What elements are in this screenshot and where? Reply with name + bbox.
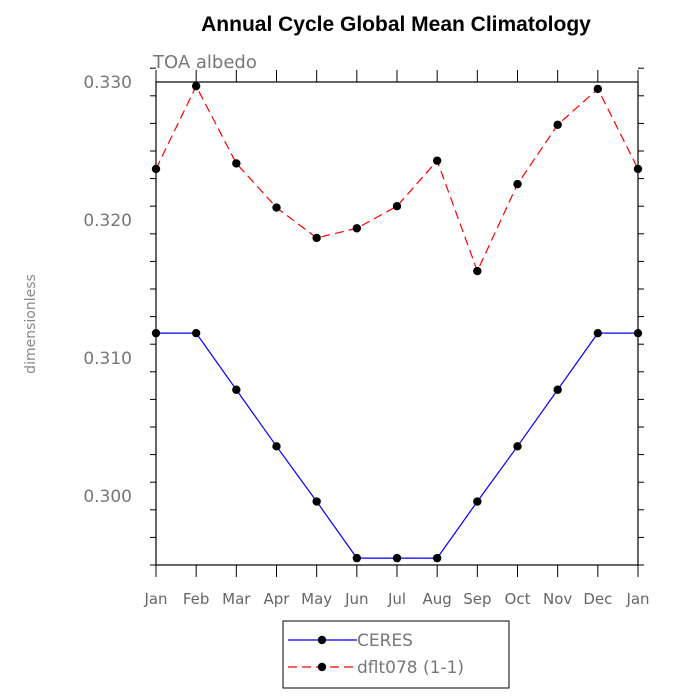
chart-title: Annual Cycle Global Mean Climatology	[201, 13, 591, 36]
x-tick-label: Sep	[463, 590, 491, 608]
x-tick-label: Jan	[143, 590, 167, 608]
data-point	[633, 164, 643, 174]
x-tick-label: Jan	[625, 590, 649, 608]
data-point	[473, 497, 482, 506]
x-tick-label: Aug	[423, 590, 452, 608]
y-tick-label: 0.310	[83, 349, 132, 369]
data-point	[513, 442, 522, 451]
x-tick-label: Nov	[543, 590, 572, 608]
y-tick-label: 0.300	[83, 487, 132, 507]
data-point	[633, 328, 643, 338]
data-point	[312, 233, 321, 243]
x-tick-label: Jun	[344, 590, 368, 608]
x-tick-label: Apr	[264, 590, 291, 608]
data-point	[473, 266, 482, 276]
series-line-2	[155, 84, 639, 273]
x-tick-label: Mar	[222, 590, 251, 608]
data-point	[272, 442, 281, 451]
y-tick-label: 0.320	[83, 211, 132, 231]
x-tick-label: May	[301, 590, 332, 608]
x-tick-label: Jul	[387, 590, 406, 608]
plot-frame	[155, 81, 639, 566]
legend-entry: CERES	[357, 631, 413, 651]
data-point	[191, 328, 201, 338]
data-point	[432, 553, 442, 563]
legend-entry: dflt078 (1-1)	[357, 658, 464, 678]
y-tick-label: 0.330	[83, 73, 132, 93]
data-point	[432, 156, 442, 165]
data-point	[553, 120, 562, 129]
data-point	[593, 84, 603, 94]
data-point	[232, 159, 241, 168]
y-axis-label: dimensionless	[23, 274, 39, 374]
data-point	[553, 385, 562, 394]
data-point	[232, 385, 241, 394]
series-line-1	[156, 332, 638, 559]
data-point	[312, 497, 321, 506]
chart-subtitle: TOA albedo	[152, 52, 257, 73]
data-point	[352, 224, 362, 233]
x-tick-label: Oct	[505, 590, 531, 608]
data-point	[151, 164, 161, 174]
data-point	[513, 179, 522, 189]
legend-marker	[317, 635, 327, 645]
data-point	[392, 553, 402, 563]
legend-marker	[317, 662, 327, 672]
data-point	[191, 81, 201, 91]
data-point	[392, 202, 402, 211]
plot-area: 0.300 0.310 0.320 0.330 Jan Feb Mar Apr May Jun Ju…	[83, 67, 650, 608]
x-tick-label: Dec	[583, 590, 612, 608]
x-tick-label: Feb	[183, 590, 210, 608]
data-point	[593, 328, 603, 338]
data-point	[272, 203, 281, 212]
legend: CERES dflt078 (1-1)	[282, 620, 510, 689]
data-point	[352, 553, 362, 563]
data-point	[151, 328, 161, 338]
legend-box	[282, 620, 510, 689]
